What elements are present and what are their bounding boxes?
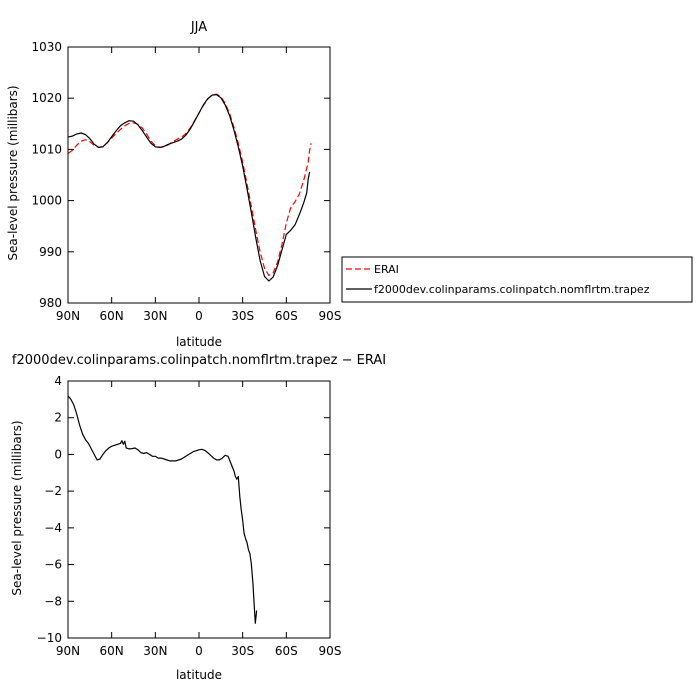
x-tick-label: 30S: [231, 644, 254, 658]
plot-lines: [67, 395, 258, 624]
y-axis-label: Sea-level pressure (millibars): [10, 420, 24, 595]
x-tick-label: 60S: [275, 309, 298, 323]
y-tick-label: −6: [44, 558, 62, 572]
x-tick-label: 30N: [143, 644, 167, 658]
y-tick-label: 0: [54, 447, 62, 461]
x-tick-label: 30N: [143, 309, 167, 323]
series-line-erai: [67, 93, 312, 276]
plot-frame: [67, 46, 331, 304]
plot-frame: [67, 380, 331, 639]
y-tick-label: −2: [44, 484, 62, 498]
legend-label-erai: ERAI: [374, 263, 399, 276]
x-tick-label: 90S: [319, 644, 342, 658]
y-axis-label: Sea-level pressure (millibars): [6, 85, 20, 260]
x-tick-label: 90N: [56, 309, 80, 323]
chart-title: f2000dev.colinparams.colinpatch.nomflrtm…: [12, 353, 386, 368]
x-tick-label: 90S: [319, 309, 342, 323]
y-tick-label: −4: [44, 521, 62, 535]
axis-ticks: 90N 60N 30N 0 30S 60S 90S 4 2 0 −2 −4 −6 −8 −10: [37, 374, 342, 658]
x-tick-label: 60S: [275, 644, 298, 658]
x-axis-label: latitude: [176, 335, 222, 349]
legend-box: [341, 256, 693, 303]
y-tick-label: 980: [39, 296, 62, 310]
plot-lines: [67, 93, 312, 282]
y-tick-label: 2: [54, 411, 62, 425]
x-tick-label: 60N: [100, 309, 124, 323]
sea-level-pressure-chart: JJA Sea-level pressure (millibars) latit…: [6, 20, 341, 349]
x-tick-label: 30S: [231, 309, 254, 323]
series-line-f2000dev-colinparams-colinpatch-nomflrtm-trapez: [67, 93, 311, 282]
x-tick-label: 60N: [100, 644, 124, 658]
y-tick-label: 990: [39, 245, 62, 259]
chart-title: JJA: [190, 20, 207, 35]
y-tick-label: 4: [54, 374, 62, 388]
series-line-0: [67, 395, 258, 624]
y-tick-label: 1030: [31, 40, 62, 54]
x-tick-label: 0: [195, 309, 203, 323]
x-axis-label: latitude: [176, 668, 222, 682]
y-tick-label: 1020: [31, 91, 62, 105]
y-tick-label: −8: [44, 594, 62, 608]
x-tick-label: 90N: [56, 644, 80, 658]
x-tick-label: 0: [195, 644, 203, 658]
legend-label-model: f2000dev.colinparams.colinpatch.nomflrtm…: [374, 283, 650, 296]
legend: ERAI f2000dev.colinparams.colinpatch.nom…: [341, 256, 693, 303]
difference-chart: f2000dev.colinparams.colinpatch.nomflrtm…: [10, 353, 386, 682]
y-tick-label: −10: [37, 631, 62, 645]
y-tick-label: 1000: [31, 194, 62, 208]
y-tick-label: 1010: [31, 142, 62, 156]
axis-ticks: 90N 60N 30N 0 30S 60S 90S 980 990 1000 1010 1020 103…: [31, 40, 341, 323]
